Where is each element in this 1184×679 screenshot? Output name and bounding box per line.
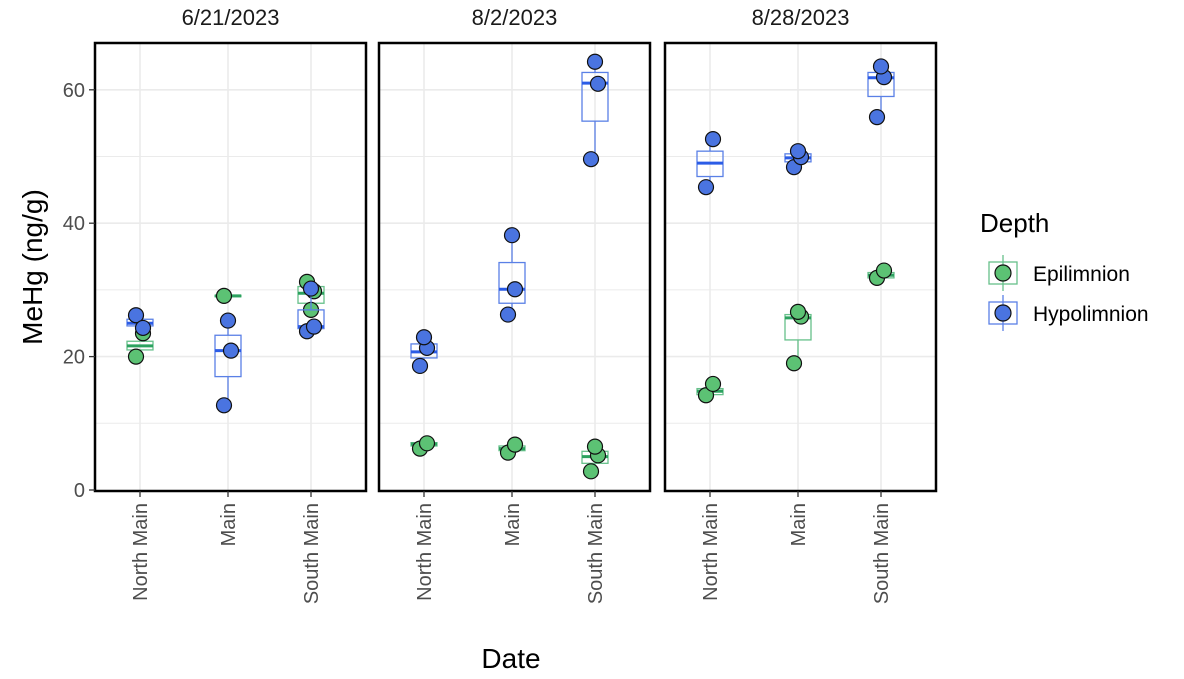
box-group bbox=[784, 303, 812, 372]
y-axis-title: MeHg (ng/g) bbox=[17, 189, 48, 345]
box-group bbox=[696, 131, 724, 196]
legend: Depth Epilimnion Hypolimnion bbox=[980, 208, 1149, 331]
legend-key: Epilimnion bbox=[988, 255, 1130, 291]
box-group bbox=[297, 280, 325, 340]
x-tick-label: South Main bbox=[301, 503, 323, 604]
data-point bbox=[872, 58, 890, 75]
x-tick-label: North Main bbox=[130, 503, 152, 601]
x-tick-label: North Main bbox=[700, 503, 722, 601]
data-point bbox=[219, 312, 237, 329]
box bbox=[214, 334, 242, 378]
data-point bbox=[418, 435, 436, 452]
box-group bbox=[214, 312, 242, 414]
data-point bbox=[785, 355, 803, 372]
data-point bbox=[506, 436, 524, 453]
data-point bbox=[499, 306, 517, 323]
y-tick-label: 20 bbox=[63, 347, 85, 369]
data-point bbox=[704, 131, 722, 148]
data-point bbox=[582, 151, 600, 168]
box-group bbox=[410, 435, 438, 457]
data-point bbox=[789, 303, 807, 321]
data-point bbox=[586, 438, 604, 455]
x-tick-label: South Main bbox=[585, 503, 607, 604]
box-group bbox=[126, 307, 154, 337]
y-tick-label: 40 bbox=[63, 213, 85, 235]
box-group bbox=[867, 58, 895, 126]
x-tick-label: Main bbox=[788, 503, 810, 546]
data-point bbox=[302, 280, 320, 297]
legend-label: Epilimnion bbox=[1033, 263, 1130, 286]
data-point bbox=[789, 143, 807, 160]
box-group bbox=[784, 143, 812, 176]
box-group bbox=[498, 227, 526, 323]
facet-title: 8/28/2023 bbox=[752, 5, 850, 30]
data-point bbox=[586, 53, 604, 70]
facets: 6/21/2023 North Main Main South Main 0 20 40 60… bbox=[63, 5, 938, 604]
x-tick-label: South Main bbox=[871, 503, 893, 604]
legend-point bbox=[994, 264, 1012, 282]
box bbox=[498, 261, 526, 304]
legend-box bbox=[988, 301, 1018, 325]
legend-title: Depth bbox=[980, 208, 1049, 238]
legend-label: Hypolimnion bbox=[1033, 303, 1149, 326]
data-point bbox=[215, 397, 233, 414]
panel-border bbox=[93, 41, 368, 493]
facet-panel: 8/2/2023 North Main Main South Main bbox=[377, 5, 652, 604]
box-group bbox=[498, 436, 526, 461]
data-point bbox=[215, 287, 233, 305]
x-tick-label: Main bbox=[218, 503, 240, 546]
box-group bbox=[214, 287, 242, 305]
y-tick-label: 0 bbox=[74, 480, 85, 502]
legend-point bbox=[994, 304, 1012, 322]
box-group bbox=[410, 329, 438, 375]
panel-border bbox=[663, 41, 938, 493]
legend-box bbox=[988, 261, 1018, 285]
x-tick-label: Main bbox=[502, 503, 524, 546]
box-group bbox=[867, 262, 895, 286]
legend-key: Hypolimnion bbox=[988, 295, 1149, 331]
facet-panel: 6/21/2023 North Main Main South Main 0 20 40 60 bbox=[63, 5, 368, 604]
data-point bbox=[415, 329, 433, 346]
box-group bbox=[581, 438, 609, 480]
data-point bbox=[506, 281, 524, 298]
x-tick-label: North Main bbox=[414, 503, 436, 601]
box-group bbox=[696, 375, 724, 404]
data-point bbox=[222, 342, 240, 359]
data-point bbox=[127, 348, 145, 365]
data-point bbox=[127, 307, 145, 324]
data-point bbox=[411, 357, 429, 375]
facet-title: 6/21/2023 bbox=[182, 5, 280, 30]
data-point bbox=[134, 319, 152, 337]
facet-title: 8/2/2023 bbox=[472, 5, 558, 30]
data-point bbox=[582, 463, 600, 480]
y-tick-label: 60 bbox=[63, 80, 85, 102]
box-group bbox=[581, 53, 609, 168]
data-point bbox=[503, 227, 521, 244]
data-point bbox=[704, 375, 722, 393]
x-axis-title: Date bbox=[481, 643, 540, 674]
data-point bbox=[305, 318, 323, 335]
data-point bbox=[875, 262, 893, 279]
data-point bbox=[868, 109, 886, 126]
data-point bbox=[589, 75, 607, 92]
panel-border bbox=[377, 41, 652, 493]
facet-panel: 8/28/2023 North Main Main South Main bbox=[663, 5, 938, 604]
data-point bbox=[697, 179, 715, 196]
box bbox=[581, 71, 609, 122]
